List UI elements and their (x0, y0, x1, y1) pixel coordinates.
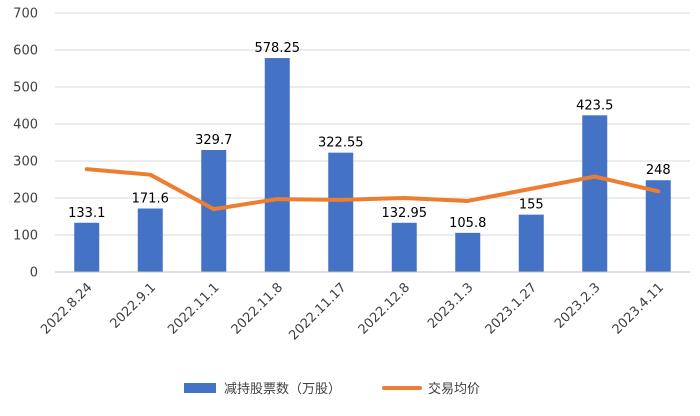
bar-data-label: 322.55 (318, 136, 364, 151)
bar-data-label: 105.8 (449, 216, 486, 231)
legend: 减持股票数（万股） 交易均价 (184, 381, 480, 397)
x-tick-label: 2022.11.1 (165, 280, 222, 337)
bar (137, 208, 163, 272)
bar-data-label: 578.25 (255, 41, 301, 56)
x-tick-label: 2023.1.3 (425, 280, 477, 332)
bar (455, 232, 481, 272)
x-tick-label: 2022.11.8 (229, 280, 286, 337)
bar-data-label: 248 (646, 163, 671, 178)
x-tick-label: 2022.8.24 (38, 280, 95, 337)
bar-data-label: 155 (519, 198, 544, 213)
x-tick-label: 2023.2.3 (552, 280, 604, 332)
y-tick-label: 200 (13, 192, 38, 207)
bar-series (74, 58, 671, 273)
y-tick-label: 400 (13, 118, 38, 133)
y-tick-label: 500 (13, 81, 38, 96)
bar (645, 180, 671, 272)
x-axis: 2022.8.24 2022.9.1 2022.11.1 2022.11.8 2022.… (38, 271, 690, 343)
bar (264, 58, 290, 272)
y-tick-label: 600 (13, 44, 38, 59)
bar-data-label: 132.95 (382, 206, 428, 221)
bar-data-labels: 133.1 171.6 329.7 578.25 322.55 132.95 105.8 15… (68, 41, 671, 231)
y-tick-label: 700 (13, 7, 38, 22)
y-axis: 0 100 200 300 400 500 600 700 (13, 7, 38, 281)
x-tick-label: 2022.11.17 (286, 280, 349, 343)
bar (582, 115, 608, 273)
y-tick-label: 100 (13, 229, 38, 244)
x-tick-label: 2022.12.8 (356, 280, 413, 337)
bar (328, 152, 354, 272)
bar (518, 214, 544, 272)
bar-data-label: 423.5 (576, 98, 613, 113)
bar (391, 222, 417, 272)
x-tick-label: 2022.9.1 (108, 280, 160, 332)
bar (74, 222, 100, 272)
legend-line-label: 交易均价 (428, 381, 480, 397)
y-tick-label: 0 (30, 266, 38, 281)
y-tick-label: 300 (13, 155, 38, 170)
x-tick-label: 2023.1.27 (483, 280, 540, 337)
x-tick-label: 2023.4.11 (610, 280, 667, 337)
bar-data-label: 133.1 (68, 206, 105, 221)
line-path (84, 167, 661, 212)
line-series (84, 167, 661, 212)
bar-data-label: 171.6 (132, 192, 169, 207)
legend-bar-swatch (184, 383, 216, 393)
legend-bar-label: 减持股票数（万股） (224, 382, 341, 397)
bar-data-label: 329.7 (195, 133, 232, 148)
